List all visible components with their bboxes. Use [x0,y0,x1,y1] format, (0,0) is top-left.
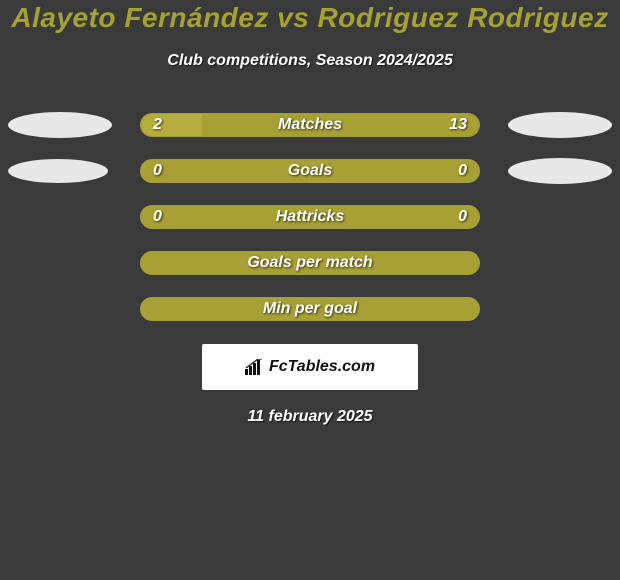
brand-box: FcTables.com [202,344,418,390]
stat-row: Min per goal [0,286,620,332]
stats-block: 2 13 Matches 0 0 Goals 0 0 Hattricks Goals per ma… [0,102,620,332]
stat-label: Goals [288,162,332,180]
stat-value-left: 0 [153,162,162,180]
stat-bar: 0 0 Goals [140,159,480,183]
date-label: 11 february 2025 [0,408,620,426]
stat-bar: Goals per match [140,251,480,275]
bar-chart-icon [245,359,265,375]
stat-row: Goals per match [0,240,620,286]
stat-label: Matches [278,116,342,134]
player-ellipse-left [8,112,112,138]
stat-row: 0 0 Goals [0,148,620,194]
comparison-card: Alayeto Fernández vs Rodriguez Rodriguez… [0,0,620,426]
stat-label: Min per goal [263,300,357,318]
stat-bar: Min per goal [140,297,480,321]
stat-row: 0 0 Hattricks [0,194,620,240]
stat-value-right: 13 [449,116,467,134]
brand-text: FcTables.com [269,358,375,376]
stat-label: Goals per match [247,254,372,272]
stat-row: 2 13 Matches [0,102,620,148]
stat-bar: 0 0 Hattricks [140,205,480,229]
bar-fill-left [141,114,202,136]
brand-label: FcTables.com [245,358,375,376]
stat-bar: 2 13 Matches [140,113,480,137]
player-ellipse-right [508,158,612,184]
stat-value-left: 0 [153,208,162,226]
subtitle: Club competitions, Season 2024/2025 [0,52,620,70]
player-ellipse-left [8,159,108,183]
stat-value-right: 0 [458,162,467,180]
stat-label: Hattricks [276,208,344,226]
player-ellipse-right [508,112,612,138]
stat-value-right: 0 [458,208,467,226]
page-title: Alayeto Fernández vs Rodriguez Rodriguez [0,2,620,34]
stat-value-left: 2 [153,116,162,134]
